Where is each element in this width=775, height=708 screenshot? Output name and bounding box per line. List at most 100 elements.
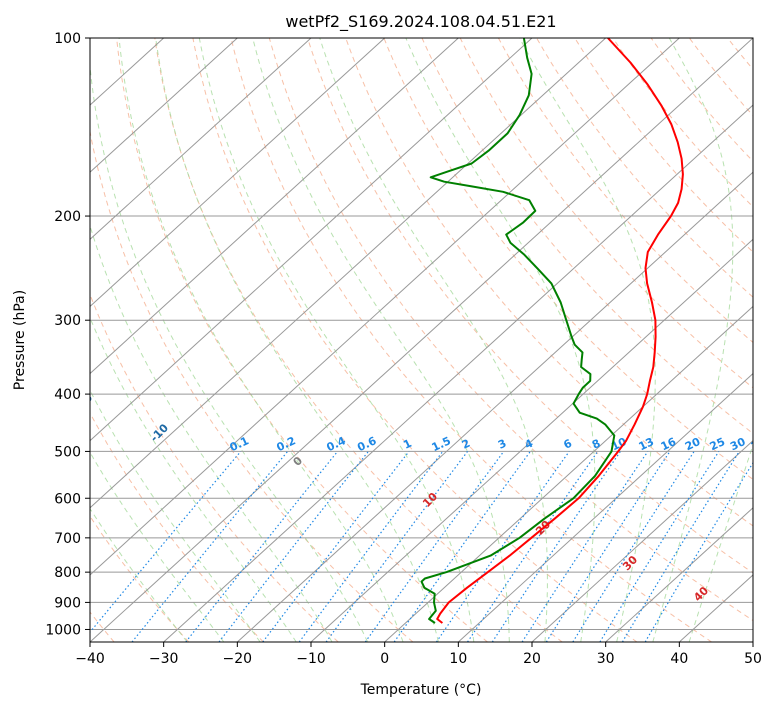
mixing-ratio-line [644,461,753,642]
y-axis-title: Pressure (hPa) [12,290,28,390]
mixing-ratio-label: 30 [728,435,748,453]
mixing-ratio-label: 13 [637,435,656,453]
moist-adiabat-line [319,38,548,642]
mixing-ratio-line [467,451,599,642]
isotherm-line [605,507,753,642]
mixing-ratio-label: 6 [562,437,575,452]
sounding-traces [420,38,684,624]
dry-adiabat-line [766,38,775,642]
mixing-ratio-line [491,451,621,642]
y-tick-label: 500 [54,444,81,460]
dry-adiabat-line [268,38,753,622]
dry-adiabat-line [536,38,753,298]
dry-adiabat-line [307,38,753,574]
moist-adiabat-label: 0 [291,454,306,469]
isotherm-line [457,372,753,642]
mixing-ratio-line [545,451,671,642]
mixing-ratio-line [364,451,505,642]
moist-adiabat-line [252,38,510,642]
moist-adiabat-line [90,223,333,642]
isotherm-line [90,38,459,375]
moist-adiabat-label: 10 [420,490,440,510]
dry-adiabat-label: -20 [72,391,95,414]
isotherm-line [752,641,753,642]
moist-adiabat-line [90,316,297,642]
isotherm-line [90,38,753,642]
moist-adiabat-line [688,443,753,642]
moist-adiabat-line [90,389,261,642]
dry-adiabat-line [90,293,339,642]
dry-adiabat-line [192,38,638,642]
y-tick-label: 900 [54,595,81,611]
x-tick-label: −40 [75,651,105,667]
dry-adiabat-line [727,38,753,71]
dry-adiabat-line [90,128,414,642]
mixing-ratio-line [325,451,468,642]
mixing-ratio-label: 2 [460,437,472,452]
moist-adiabat-line [652,38,734,642]
x-tick-label: −20 [223,651,253,667]
mixing-ratio-label: 25 [708,435,727,453]
mixing-ratio-line [262,451,410,642]
isotherm-line [531,439,753,642]
mixing-ratio-line [521,451,649,642]
isotherm-line [310,238,753,642]
dry-adiabat-line [612,38,753,208]
mixing-ratio-label: 8 [590,437,602,452]
dry-adiabat-label: -10 [148,421,171,444]
isotherm-line [90,38,533,442]
isotherm-line [163,104,753,642]
x-tick-label: 40 [670,651,688,667]
line-labels: 0.10.20.40.611.52346810131620253036-100-… [72,391,769,604]
dry-adiabat-line [230,38,712,642]
mixing-ratio-line [90,451,242,633]
moist-adiabat-line [90,62,369,642]
x-tick-label: 50 [744,651,762,667]
y-tick-label: 700 [54,531,81,547]
mixing-ratio-label: 20 [683,435,703,453]
x-tick-label: −10 [296,651,326,667]
moist-adiabat-line [198,38,475,642]
plot-frame [89,37,754,643]
y-tick-label: 1000 [45,622,81,638]
dry-adiabat-line [116,38,488,642]
isotherm-line [236,171,753,642]
y-tick-label: 300 [54,313,81,329]
moist-adiabat-line [118,38,404,642]
moist-adiabat-label: 40 [691,584,711,604]
background-lines [90,38,775,642]
mixing-ratio-line [131,451,289,642]
mixing-ratio-line [218,451,369,642]
dry-adiabat-line [688,38,753,117]
isotherm-line [384,305,753,642]
temperature-trace [436,38,684,624]
x-tick-label: 0 [380,651,389,667]
mixing-ratio-line [621,451,740,642]
isotherm-line [90,38,386,308]
x-tick-label: 10 [449,651,467,667]
moist-adiabat-label: 30 [620,553,640,573]
mixing-ratio-line [435,451,570,642]
mixing-ratio-label: 3 [496,437,508,452]
mixing-ratio-line [298,451,444,642]
mixing-ratio-label: 16 [659,435,679,453]
y-axis: 100 200 300 400 500 600 700 800 900 1000 [45,31,90,638]
dewpoint-trace [420,38,616,624]
y-tick-label: 200 [54,209,81,225]
mixing-ratio-label: 36 [749,435,769,453]
moist-adiabat-line [90,507,188,642]
mixing-ratio-line [393,451,531,642]
moist-adiabat-line [405,38,596,642]
x-tick-label: −30 [149,651,179,667]
chart-title: wetPf2_S169.2024.108.04.51.E21 [285,12,556,32]
moist-adiabat-line [90,451,225,642]
dry-adiabat-line [574,38,753,253]
dry-adiabat-line [90,411,264,642]
mixing-ratio-label: 1 [401,437,413,452]
mixing-ratio-line [185,451,339,642]
moist-adiabat-line [155,38,439,642]
dry-adiabat-line [154,38,563,642]
isotherm-line [90,38,238,173]
mixing-ratio-line [599,451,720,642]
